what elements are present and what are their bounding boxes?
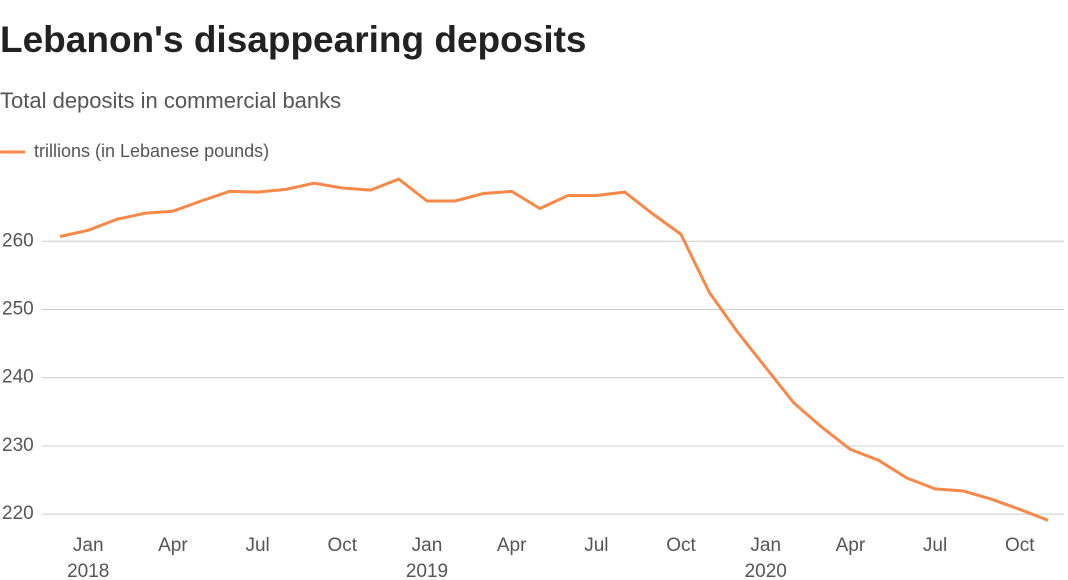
x-tick-label: Jul (245, 535, 269, 556)
y-tick-label: 230 (2, 435, 34, 456)
x-tick-label: Jan (750, 535, 781, 556)
y-tick-label: 240 (2, 367, 34, 388)
x-tick-label: Jan (73, 535, 104, 556)
x-tick-label: Jul (584, 535, 608, 556)
x-tick-label: Apr (836, 535, 866, 556)
x-tick-label: Oct (1005, 535, 1035, 556)
x-year-label: 2019 (406, 561, 448, 580)
chart-subtitle: Total deposits in commercial banks (0, 88, 341, 113)
legend-label: trillions (in Lebanese pounds) (34, 141, 269, 161)
x-tick-label: Oct (328, 535, 358, 556)
x-tick-label: Apr (158, 535, 188, 556)
y-tick-label: 260 (2, 230, 34, 251)
x-tick-label: Jul (923, 535, 947, 556)
x-year-label: 2018 (67, 561, 109, 580)
x-tick-label: Apr (497, 535, 527, 556)
x-year-label: 2020 (745, 561, 787, 580)
x-tick-label: Jan (412, 535, 443, 556)
x-tick-label: Oct (666, 535, 696, 556)
chart-title: Lebanon's disappearing deposits (0, 19, 587, 60)
y-tick-label: 250 (2, 298, 34, 319)
y-tick-label: 220 (2, 503, 34, 524)
data-line (59, 177, 1049, 522)
